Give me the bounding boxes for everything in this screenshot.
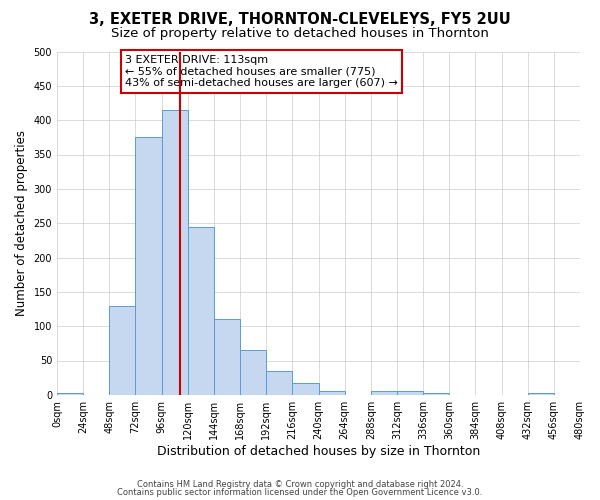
Bar bbox=[161, 110, 188, 395]
Text: Contains HM Land Registry data © Crown copyright and database right 2024.: Contains HM Land Registry data © Crown c… bbox=[137, 480, 463, 489]
Bar bbox=[240, 350, 266, 395]
Bar bbox=[57, 394, 83, 395]
Text: 3, EXETER DRIVE, THORNTON-CLEVELEYS, FY5 2UU: 3, EXETER DRIVE, THORNTON-CLEVELEYS, FY5… bbox=[89, 12, 511, 28]
Bar bbox=[423, 394, 449, 395]
Bar bbox=[136, 138, 161, 395]
Bar bbox=[292, 383, 319, 395]
Bar bbox=[188, 226, 214, 395]
Bar bbox=[214, 320, 240, 395]
Bar bbox=[371, 390, 397, 395]
Y-axis label: Number of detached properties: Number of detached properties bbox=[15, 130, 28, 316]
X-axis label: Distribution of detached houses by size in Thornton: Distribution of detached houses by size … bbox=[157, 444, 480, 458]
Bar bbox=[109, 306, 136, 395]
Bar bbox=[528, 394, 554, 395]
Text: Contains public sector information licensed under the Open Government Licence v3: Contains public sector information licen… bbox=[118, 488, 482, 497]
Text: Size of property relative to detached houses in Thornton: Size of property relative to detached ho… bbox=[111, 28, 489, 40]
Bar bbox=[319, 390, 344, 395]
Text: 3 EXETER DRIVE: 113sqm
← 55% of detached houses are smaller (775)
43% of semi-de: 3 EXETER DRIVE: 113sqm ← 55% of detached… bbox=[125, 55, 398, 88]
Bar bbox=[266, 371, 292, 395]
Bar bbox=[397, 392, 423, 395]
